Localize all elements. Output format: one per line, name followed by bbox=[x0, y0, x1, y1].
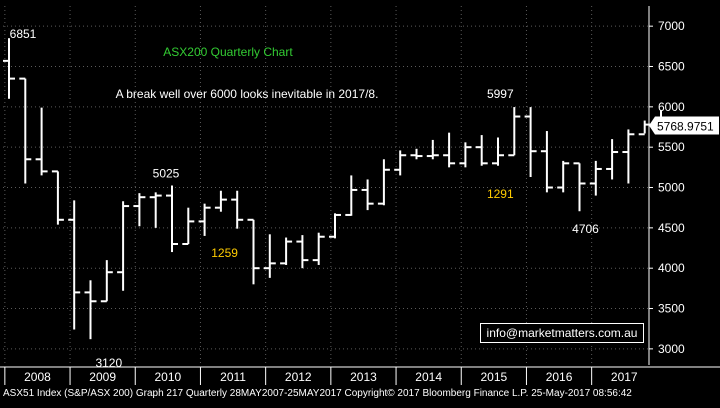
y-tick-label: 4000 bbox=[658, 261, 685, 275]
y-tick-label: 3000 bbox=[658, 342, 685, 356]
x-tick-label: 2012 bbox=[285, 370, 312, 384]
x-tick-label: 2008 bbox=[24, 370, 51, 384]
y-tick-label: 5500 bbox=[658, 140, 685, 154]
price-label: 6851 bbox=[10, 27, 37, 41]
y-tick-label: 5000 bbox=[658, 181, 685, 195]
x-tick-label: 2014 bbox=[415, 370, 442, 384]
price-label: 4706 bbox=[572, 222, 599, 236]
x-tick-label: 2009 bbox=[89, 370, 116, 384]
chart-annotation: A break well over 6000 looks inevitable … bbox=[116, 87, 379, 101]
price-label: 3120 bbox=[95, 356, 122, 370]
y-tick-label: 6000 bbox=[658, 100, 685, 114]
x-tick-label: 2017 bbox=[611, 370, 638, 384]
email-contact-box: info@marketmatters.com.au bbox=[480, 323, 644, 343]
x-tick-label: 2011 bbox=[220, 370, 246, 384]
price-label: 1259 bbox=[211, 246, 238, 260]
x-tick-label: 2010 bbox=[154, 370, 181, 384]
last-price-label: 5768.9751 bbox=[657, 119, 714, 133]
last-price-marker bbox=[649, 116, 719, 135]
price-label: 5997 bbox=[487, 87, 514, 101]
price-label: 5025 bbox=[153, 167, 180, 181]
y-tick-label: 4500 bbox=[658, 221, 685, 235]
y-tick-label: 7000 bbox=[658, 19, 685, 33]
price-label: 1291 bbox=[487, 187, 514, 201]
x-tick-label: 2013 bbox=[350, 370, 377, 384]
chart-title: ASX200 Quarterly Chart bbox=[163, 45, 293, 59]
x-tick-label: 2015 bbox=[480, 370, 507, 384]
x-tick-label: 2016 bbox=[546, 370, 573, 384]
chart-footer: ASX51 Index (S&P/ASX 200) Graph 217 Quar… bbox=[3, 388, 632, 399]
y-tick-label: 3500 bbox=[658, 302, 685, 316]
y-tick-label: 6500 bbox=[658, 60, 685, 74]
